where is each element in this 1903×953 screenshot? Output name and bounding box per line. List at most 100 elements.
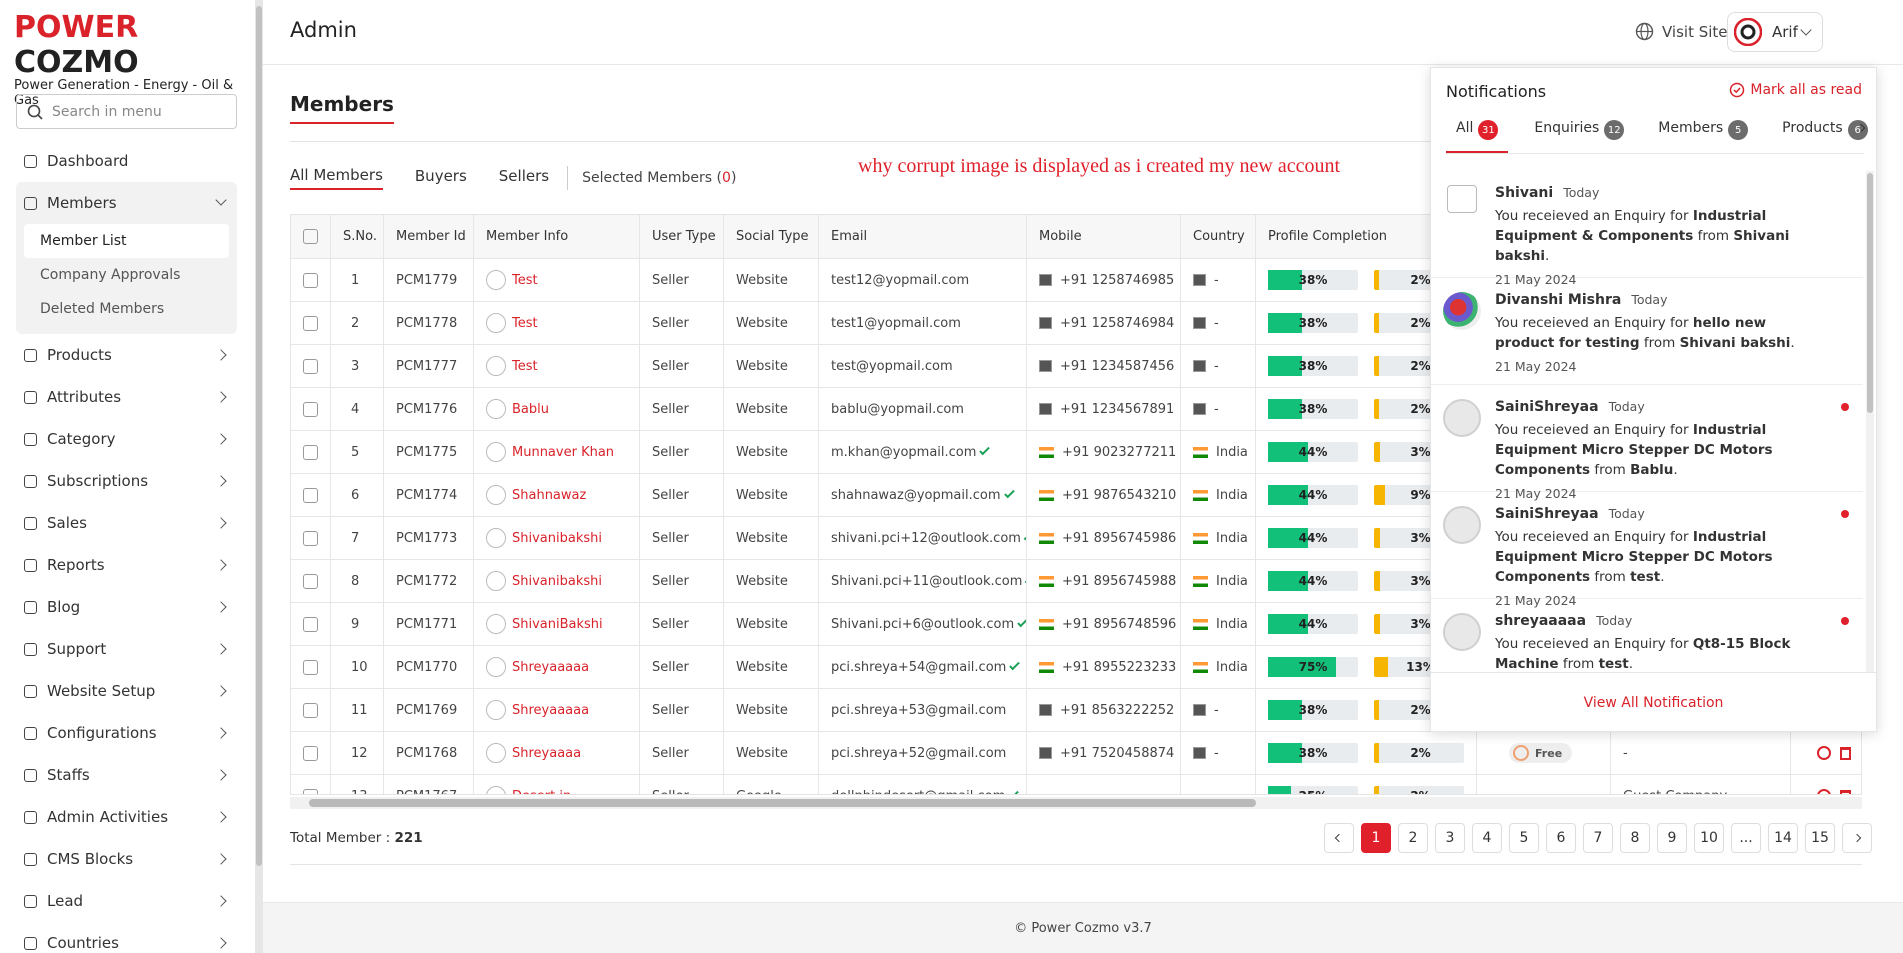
- member-name[interactable]: Shreyaaaa: [512, 745, 582, 761]
- page-button[interactable]: 5: [1509, 823, 1539, 853]
- member-tab[interactable]: Buyers: [414, 167, 467, 185]
- visit-site[interactable]: Visit Site: [1635, 22, 1728, 41]
- menu-item[interactable]: Dashboard: [16, 140, 237, 182]
- menu-item[interactable]: Subscriptions: [16, 460, 237, 502]
- checkbox[interactable]: [303, 358, 318, 374]
- member-name[interactable]: Test: [512, 315, 538, 331]
- menu-item[interactable]: Support: [16, 628, 237, 670]
- menu-item[interactable]: Members: [16, 182, 237, 224]
- member-name[interactable]: Shreyaaaaa: [512, 702, 590, 718]
- member-name[interactable]: Test: [512, 272, 538, 288]
- search-box[interactable]: Search in menu: [16, 94, 237, 129]
- notification-item[interactable]: shreyaaaaa Today You receieved an Enquiry …: [1431, 599, 1863, 672]
- page-button[interactable]: 1: [1361, 823, 1391, 853]
- member-name[interactable]: Desert in: [512, 789, 571, 795]
- checkbox[interactable]: [303, 788, 318, 794]
- notification-tab[interactable]: All 31: [1446, 120, 1509, 153]
- member-name[interactable]: Shahnawaz: [512, 487, 587, 503]
- notification-item[interactable]: SainiShreyaa Today You receieved an Enquir…: [1431, 385, 1863, 501]
- profile-bar: [1268, 270, 1303, 290]
- menu-item[interactable]: CMS Blocks: [16, 838, 237, 880]
- menu-item[interactable]: Lead: [16, 880, 237, 922]
- checkbox[interactable]: [303, 272, 318, 288]
- page-button[interactable]: 6: [1546, 823, 1576, 853]
- member-name[interactable]: Shreyaaaaa: [512, 659, 590, 675]
- menu-item[interactable]: Website Setup: [16, 670, 237, 712]
- menu-label: Dashboard: [47, 152, 129, 170]
- notification-item[interactable]: SainiShreyaa Today You receieved an Enquir…: [1431, 492, 1863, 608]
- block-icon[interactable]: [1817, 789, 1831, 794]
- submenu-item[interactable]: Company Approvals: [40, 267, 181, 283]
- submenu-item[interactable]: Deleted Members: [40, 301, 165, 317]
- page-arrow[interactable]: [1842, 823, 1872, 853]
- member-tabs: All Members Buyers Sellers Selected Members…: [290, 164, 736, 192]
- checkbox[interactable]: [303, 659, 318, 675]
- logo-tagline: Power Generation - Energy - Oil & Gas: [14, 78, 234, 108]
- user-menu[interactable]: Arif: [1727, 12, 1823, 52]
- checkbox[interactable]: [303, 616, 318, 632]
- column-header: Member Id: [384, 215, 474, 258]
- social-type: Website: [736, 401, 788, 417]
- pagination: 1 2 3 4 5 6 7 8 9 10... 14 15: [1317, 823, 1872, 853]
- avatar: [486, 657, 506, 677]
- member-name[interactable]: Shivanibakshi: [512, 573, 602, 589]
- checkbox[interactable]: [303, 401, 318, 417]
- page-button[interactable]: 9: [1657, 823, 1687, 853]
- checkbox[interactable]: [303, 573, 318, 589]
- menu-item[interactable]: Blog: [16, 586, 237, 628]
- menu-item[interactable]: Admin Activities: [16, 796, 237, 838]
- page-button[interactable]: 4: [1472, 823, 1502, 853]
- notification-tab[interactable]: Enquiries 12: [1524, 120, 1634, 153]
- menu-icon: [24, 684, 37, 698]
- page-button[interactable]: 2: [1398, 823, 1428, 853]
- delete-icon[interactable]: [1840, 789, 1851, 794]
- member-name[interactable]: Bablu: [512, 401, 549, 417]
- menu-item[interactable]: Category: [16, 418, 237, 460]
- page-button[interactable]: 15: [1805, 823, 1835, 853]
- page-arrow[interactable]: [1324, 823, 1354, 853]
- page-button[interactable]: ...: [1731, 823, 1761, 853]
- checkbox[interactable]: [303, 702, 318, 718]
- mark-all-read[interactable]: Mark all as read: [1729, 82, 1862, 98]
- checkbox[interactable]: [303, 229, 318, 244]
- cell: India: [1181, 603, 1256, 645]
- cell: -: [1181, 388, 1256, 430]
- delete-icon[interactable]: [1840, 746, 1851, 760]
- menu-chevron: [215, 517, 227, 529]
- user-type: Seller: [652, 616, 689, 632]
- checkbox[interactable]: [303, 530, 318, 546]
- menu-item[interactable]: Staffs: [16, 754, 237, 796]
- member-name[interactable]: Munnaver Khan: [512, 444, 615, 460]
- member-name[interactable]: ShivaniBakshi: [512, 616, 603, 632]
- menu-item[interactable]: Attributes: [16, 376, 237, 418]
- notification-item[interactable]: Divanshi Mishra Today You receieved an Enq…: [1431, 278, 1863, 385]
- menu-item[interactable]: Configurations: [16, 712, 237, 754]
- cell: bablu@yopmail.com: [819, 388, 1027, 430]
- page-button[interactable]: 3: [1435, 823, 1465, 853]
- submenu-item[interactable]: Member List: [24, 224, 229, 258]
- menu-item[interactable]: Reports: [16, 544, 237, 586]
- menu-item[interactable]: Sales: [16, 502, 237, 544]
- checkbox[interactable]: [303, 444, 318, 460]
- notification-tab[interactable]: Members 5: [1648, 120, 1758, 153]
- notification-tab[interactable]: Products 6: [1772, 120, 1877, 153]
- cell: pci.shreya+52@gmail.com: [819, 732, 1027, 774]
- page-button[interactable]: 14: [1768, 823, 1798, 853]
- checkbox[interactable]: [303, 745, 318, 761]
- block-icon[interactable]: [1817, 746, 1831, 760]
- member-tab[interactable]: Sellers: [498, 167, 550, 185]
- checkbox[interactable]: [303, 315, 318, 331]
- member-name[interactable]: Shivanibakshi: [512, 530, 602, 546]
- page-button[interactable]: 8: [1620, 823, 1650, 853]
- menu-item[interactable]: Countries: [16, 922, 237, 953]
- page-button[interactable]: 10: [1694, 823, 1724, 853]
- member-tab[interactable]: All Members: [290, 166, 383, 190]
- notification-item[interactable]: Shivani Today You receieved an Enquiry for…: [1431, 171, 1863, 287]
- view-all[interactable]: View All Notification: [1431, 672, 1876, 732]
- menu-item[interactable]: Products: [16, 334, 237, 376]
- checkbox[interactable]: [303, 487, 318, 503]
- member-id: PCM1769: [396, 702, 458, 718]
- page-button[interactable]: 7: [1583, 823, 1613, 853]
- member-name[interactable]: Test: [512, 358, 538, 374]
- column-header: Social Type: [724, 215, 819, 258]
